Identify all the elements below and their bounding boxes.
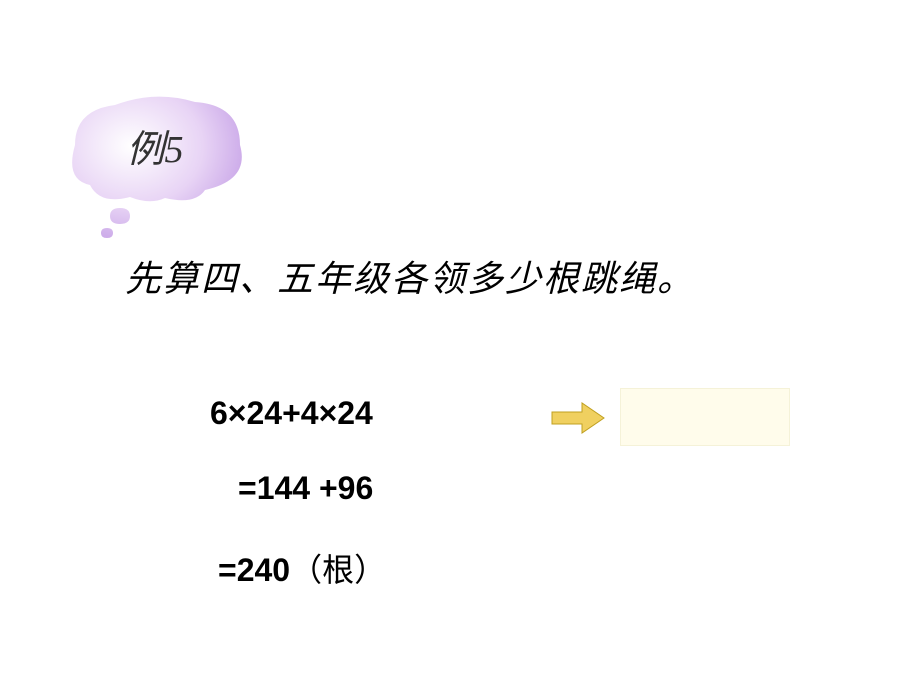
slide-link-label: 幻灯片 2 xyxy=(668,403,743,432)
equation-line-2: =144 +96 xyxy=(238,470,373,507)
callout-bubble: 例5 xyxy=(55,90,255,230)
equation-line-1: 6×24+4×24 xyxy=(210,395,373,432)
equation-result-unit: （根） xyxy=(290,552,386,588)
arrow-container xyxy=(550,400,606,436)
slide-link-box[interactable]: 幻灯片 2 xyxy=(620,388,790,446)
arrow-icon xyxy=(550,400,606,436)
equation-result-value: =240 xyxy=(218,552,290,588)
bubble-label: 例5 xyxy=(55,90,255,200)
problem-description: 先算四、五年级各领多少根跳绳。 xyxy=(125,250,695,302)
equation-line-3: =240（根） xyxy=(218,545,386,591)
